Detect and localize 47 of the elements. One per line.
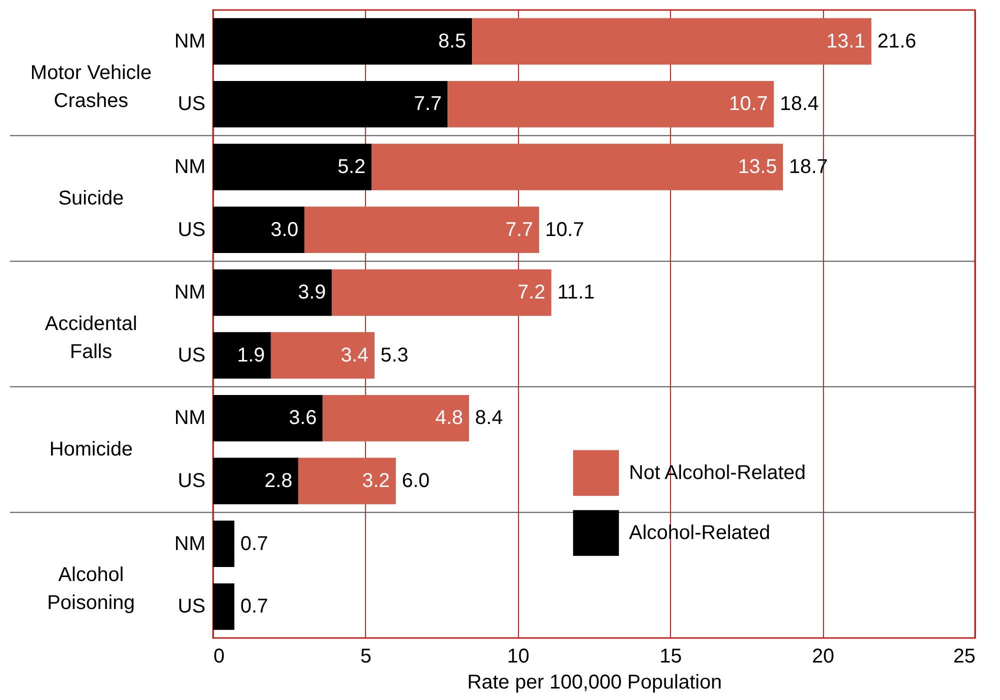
data-label: 3.9 [298,282,326,304]
y-tick-label: NM [174,156,206,178]
total-label: 0.7 [240,596,268,618]
data-label: 1.9 [237,344,265,366]
data-label: 13.5 [738,156,777,178]
text: Suicide [58,187,124,210]
data-label: 7.2 [518,282,546,304]
total-label: 8.4 [475,407,503,430]
y-tick-label: US [178,344,206,366]
data-label: 3.2 [362,470,390,492]
total-label: 18.4 [780,93,819,116]
data-label: 8.5 [438,30,466,52]
text: Alcohol Poisoning [47,564,135,614]
data-label: 3.6 [288,407,317,430]
x-tick-label: 20 [812,646,834,668]
data-label: 10.7 [728,93,768,116]
x-axis-title: Rate per 100,000 Population [467,672,722,694]
y-tick-label: US [178,218,206,241]
text: Homicide [49,438,133,461]
x-tick-label: 15 [660,646,682,668]
data-label: 7.7 [505,218,534,241]
x-tick-label: 25 [953,646,976,668]
total-label: 10.7 [545,218,584,241]
total-label: 11.1 [557,282,595,304]
x-tick-label: 0 [214,646,225,668]
total-label: 5.3 [380,344,408,366]
x-tick-label: 10 [507,646,530,668]
total-label: 0.7 [240,532,268,555]
text: Accidental Falls [44,313,138,363]
total-label: 21.6 [877,30,916,52]
y-tick-label: NM [174,407,206,430]
y-tick-label: NM [174,532,206,555]
data-label: 3.4 [340,344,369,366]
data-label: 7.7 [414,93,442,116]
total-label: 6.0 [402,470,430,492]
text: Motor Vehicle Crashes [30,62,152,112]
y-tick-label: NM [174,30,206,52]
y-tick-label: NM [174,282,206,304]
data-label: 13.1 [826,30,866,52]
y-tick-label: US [178,470,206,492]
data-label: 3.0 [270,218,298,241]
data-label: 2.8 [264,470,292,492]
y-tick-label: US [178,596,206,618]
data-label: 5.2 [338,156,366,178]
y-tick-label: US [178,93,206,116]
x-tick-label: 5 [360,646,372,668]
data-label: 4.8 [435,407,464,430]
